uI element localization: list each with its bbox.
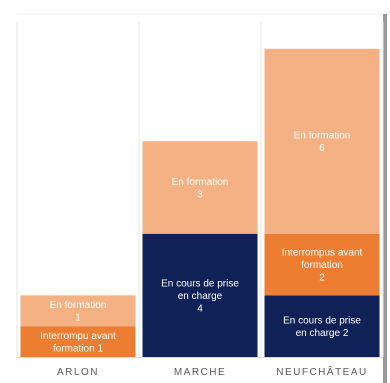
data-label: En formation bbox=[294, 131, 351, 142]
data-label: En formation bbox=[172, 177, 229, 188]
category-label: NEUFCHÂTEAU bbox=[276, 365, 368, 378]
bar-segment bbox=[264, 233, 380, 296]
bar-segment bbox=[142, 233, 258, 357]
category-label: MARCHE bbox=[174, 367, 226, 378]
category-label: ARLON bbox=[57, 367, 99, 378]
bar-segment bbox=[264, 295, 380, 357]
bar-segment bbox=[20, 326, 136, 357]
data-label: Interrompu avant bbox=[40, 331, 116, 342]
data-label: 2 bbox=[319, 273, 325, 284]
data-label: formation bbox=[301, 260, 343, 271]
bar-segment bbox=[264, 48, 380, 234]
data-label: En formation bbox=[50, 300, 107, 311]
data-label: En cours de prise bbox=[161, 278, 239, 289]
data-label: 3 bbox=[197, 189, 203, 200]
frame-shadow bbox=[383, 14, 387, 383]
data-label: 1 bbox=[75, 313, 81, 324]
data-label: en charge 2 bbox=[296, 328, 349, 339]
data-label: en charge bbox=[178, 291, 223, 302]
bar-segment bbox=[142, 141, 258, 234]
data-label: En cours de prise bbox=[283, 315, 361, 326]
bar-segment bbox=[20, 295, 136, 327]
data-label: Interrompus avant bbox=[282, 248, 363, 259]
data-label: 6 bbox=[319, 143, 325, 154]
data-label: 4 bbox=[197, 303, 203, 314]
data-label: formation 1 bbox=[53, 343, 103, 354]
